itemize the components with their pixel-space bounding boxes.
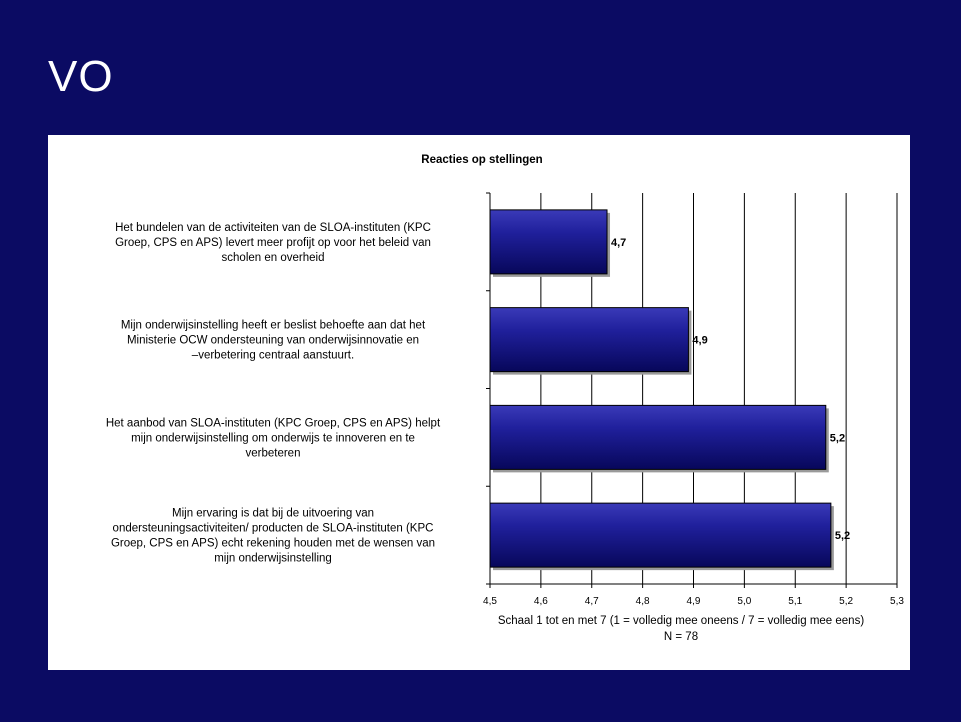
bars: 4,7 4,9 5,2 5,2 bbox=[489, 209, 850, 571]
category-label-line: Het bundelen van de activiteiten van de … bbox=[115, 222, 431, 234]
slide-title: VO bbox=[48, 52, 114, 101]
tick-labels: 4,5 4,6 4,7 4,8 4,9 5,0 5,1 5,2 5,3 bbox=[483, 596, 904, 607]
category-label: Het bundelen van de activiteiten van de … bbox=[115, 222, 431, 264]
x-tick-label: 4,7 bbox=[585, 596, 599, 607]
category-label: Mijn onderwijsinstelling heeft er beslis… bbox=[121, 320, 426, 362]
category-labels: Het bundelen van de activiteiten van de … bbox=[106, 222, 441, 565]
x-tick-label: 5,2 bbox=[839, 596, 853, 607]
category-label-line: scholen en overheid bbox=[222, 252, 325, 264]
data-label: 4,7 bbox=[611, 237, 626, 249]
data-label: 5,2 bbox=[835, 530, 850, 542]
bar bbox=[489, 502, 832, 568]
category-label-line: –verbetering centraal aanstuurt. bbox=[192, 350, 354, 362]
x-tick-label: 5,1 bbox=[788, 596, 802, 607]
x-tick-label: 4,9 bbox=[687, 596, 701, 607]
category-label-line: mijn onderwijsinstelling om onderwijs te… bbox=[131, 432, 415, 444]
x-axis-label-line: Schaal 1 tot en met 7 (1 = volledig mee … bbox=[498, 615, 864, 627]
category-label-line: Mijn ervaring is dat bij de uitvoering v… bbox=[172, 508, 374, 520]
bar bbox=[489, 209, 608, 275]
x-tick-label: 5,0 bbox=[737, 596, 751, 607]
x-tick-label: 4,6 bbox=[534, 596, 548, 607]
category-label-line: Het aanbod van SLOA-instituten (KPC Groe… bbox=[106, 417, 441, 429]
axes bbox=[486, 192, 898, 588]
bar-chart: Reacties op stellingen 4,7 4,9 5,2 5,2 Het … bbox=[106, 154, 905, 643]
category-label-line: Ministerie OCW ondersteuning van onderwi… bbox=[127, 335, 419, 347]
chart-title: Reacties op stellingen bbox=[421, 154, 542, 166]
x-tick-label: 4,8 bbox=[636, 596, 650, 607]
bar bbox=[489, 404, 827, 470]
chart-panel: Reacties op stellingen 4,7 4,9 5,2 5,2 Het … bbox=[48, 135, 910, 670]
category-label-line: ondersteuningsactiviteiten/ producten de… bbox=[113, 523, 434, 535]
x-axis-label-line: N = 78 bbox=[664, 631, 698, 643]
bar bbox=[489, 307, 689, 373]
category-label-line: Mijn onderwijsinstelling heeft er beslis… bbox=[121, 320, 426, 332]
category-label-line: mijn onderwijsinstelling bbox=[214, 553, 332, 565]
category-label: Het aanbod van SLOA-instituten (KPC Groe… bbox=[106, 417, 441, 459]
category-label-line: verbeteren bbox=[246, 447, 301, 459]
x-axis-label: Schaal 1 tot en met 7 (1 = volledig mee … bbox=[498, 615, 864, 643]
data-label: 4,9 bbox=[692, 335, 707, 347]
x-tick-label: 4,5 bbox=[483, 596, 497, 607]
category-label-line: Groep, CPS en APS) echt rekening houden … bbox=[111, 538, 435, 550]
x-tick-label: 5,3 bbox=[890, 596, 904, 607]
data-label: 5,2 bbox=[830, 432, 845, 444]
category-label-line: Groep, CPS en APS) levert meer profijt o… bbox=[115, 237, 431, 249]
category-label: Mijn ervaring is dat bij de uitvoering v… bbox=[111, 508, 435, 565]
